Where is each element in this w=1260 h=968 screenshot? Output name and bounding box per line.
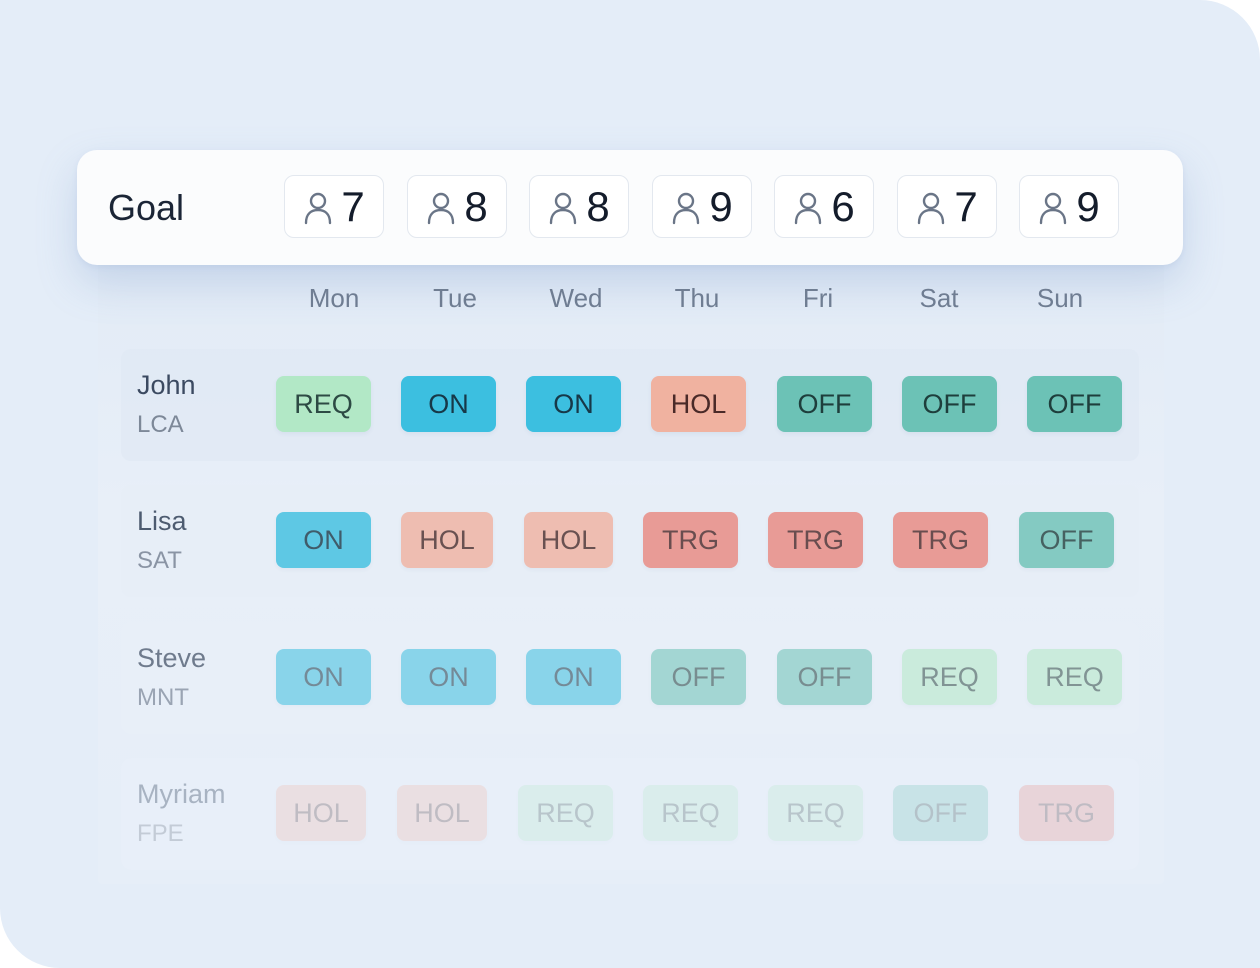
- shift-cell-wed[interactable]: REQ: [518, 785, 613, 841]
- shift-cell-sat[interactable]: OFF: [893, 785, 988, 841]
- shift-cell-mon[interactable]: REQ: [276, 376, 371, 432]
- goal-card: Goal 7 8 8 9 6 7 9: [77, 150, 1183, 265]
- goal-label: Goal: [108, 187, 185, 228]
- staff-name: John: [137, 370, 196, 400]
- goal-badge-fri[interactable]: 6: [774, 175, 874, 238]
- shift-cell-fri[interactable]: REQ: [768, 785, 863, 841]
- person-icon: [673, 192, 700, 224]
- person-icon: [550, 192, 577, 224]
- day-header-mon: Mon: [308, 283, 360, 313]
- goal-badge-thu[interactable]: 9: [652, 175, 752, 238]
- shift-cell-sat[interactable]: OFF: [902, 376, 997, 432]
- shift-cell-fri[interactable]: OFF: [777, 649, 872, 705]
- day-header-wed: Wed: [549, 283, 603, 313]
- staff-role: LCA: [137, 411, 184, 438]
- shift-cell-sun[interactable]: OFF: [1027, 376, 1122, 432]
- goal-count: 8: [586, 182, 610, 230]
- shift-cell-tue[interactable]: HOL: [401, 512, 493, 568]
- goal-badge-sun[interactable]: 9: [1019, 175, 1119, 238]
- goal-count: 7: [341, 182, 365, 230]
- staff-name: Lisa: [137, 506, 187, 536]
- shift-cell-sun[interactable]: OFF: [1019, 512, 1114, 568]
- staff-name: Steve: [137, 643, 207, 673]
- goal-badge-sat[interactable]: 7: [897, 175, 997, 238]
- shift-cell-tue[interactable]: ON: [401, 376, 496, 432]
- shift-cell-mon[interactable]: ON: [276, 649, 371, 705]
- shift-cell-wed[interactable]: ON: [526, 376, 621, 432]
- staff-row-myriam: [121, 758, 1139, 870]
- staff-role: SAT: [137, 547, 182, 574]
- shift-cell-sat[interactable]: TRG: [893, 512, 988, 568]
- shift-cell-mon[interactable]: HOL: [276, 785, 366, 841]
- staff-name: Myriam: [137, 779, 226, 809]
- shift-cell-thu[interactable]: TRG: [643, 512, 738, 568]
- day-header-sun: Sun: [1036, 283, 1084, 313]
- day-header-fri: Fri: [802, 283, 834, 313]
- goal-count: 7: [954, 182, 978, 230]
- person-icon: [795, 192, 822, 224]
- day-header-tue: Tue: [433, 283, 477, 313]
- staff-member[interactable]: John LCA: [137, 372, 196, 437]
- staff-member[interactable]: Lisa SAT: [137, 508, 187, 573]
- staff-member[interactable]: Steve MNT: [137, 645, 206, 710]
- shift-cell-thu[interactable]: HOL: [651, 376, 746, 432]
- staff-role: MNT: [137, 684, 189, 711]
- day-header-sat: Sat: [919, 283, 959, 313]
- shift-cell-tue[interactable]: HOL: [397, 785, 487, 841]
- shift-cell-sat[interactable]: REQ: [902, 649, 997, 705]
- staff-role: FPE: [137, 820, 184, 847]
- shift-cell-sun[interactable]: REQ: [1027, 649, 1122, 705]
- goal-badge-wed[interactable]: 8: [529, 175, 629, 238]
- day-header-thu: Thu: [674, 283, 720, 313]
- shift-cell-sun[interactable]: TRG: [1019, 785, 1114, 841]
- staff-member[interactable]: Myriam FPE: [137, 781, 226, 846]
- goal-count: 9: [709, 182, 733, 230]
- goal-count: 8: [464, 182, 488, 230]
- person-icon: [1040, 192, 1067, 224]
- goal-count: 9: [1076, 182, 1100, 230]
- person-icon: [305, 192, 332, 224]
- shift-cell-wed[interactable]: ON: [526, 649, 621, 705]
- shift-cell-tue[interactable]: ON: [401, 649, 496, 705]
- shift-cell-wed[interactable]: HOL: [524, 512, 613, 568]
- person-icon: [428, 192, 455, 224]
- shift-cell-mon[interactable]: ON: [276, 512, 371, 568]
- goal-badge-mon[interactable]: 7: [284, 175, 384, 238]
- goal-badge-tue[interactable]: 8: [407, 175, 507, 238]
- shift-cell-thu[interactable]: REQ: [643, 785, 738, 841]
- shift-cell-fri[interactable]: OFF: [777, 376, 872, 432]
- shift-cell-fri[interactable]: TRG: [768, 512, 863, 568]
- shift-cell-thu[interactable]: OFF: [651, 649, 746, 705]
- goal-count: 6: [831, 182, 855, 230]
- person-icon: [918, 192, 945, 224]
